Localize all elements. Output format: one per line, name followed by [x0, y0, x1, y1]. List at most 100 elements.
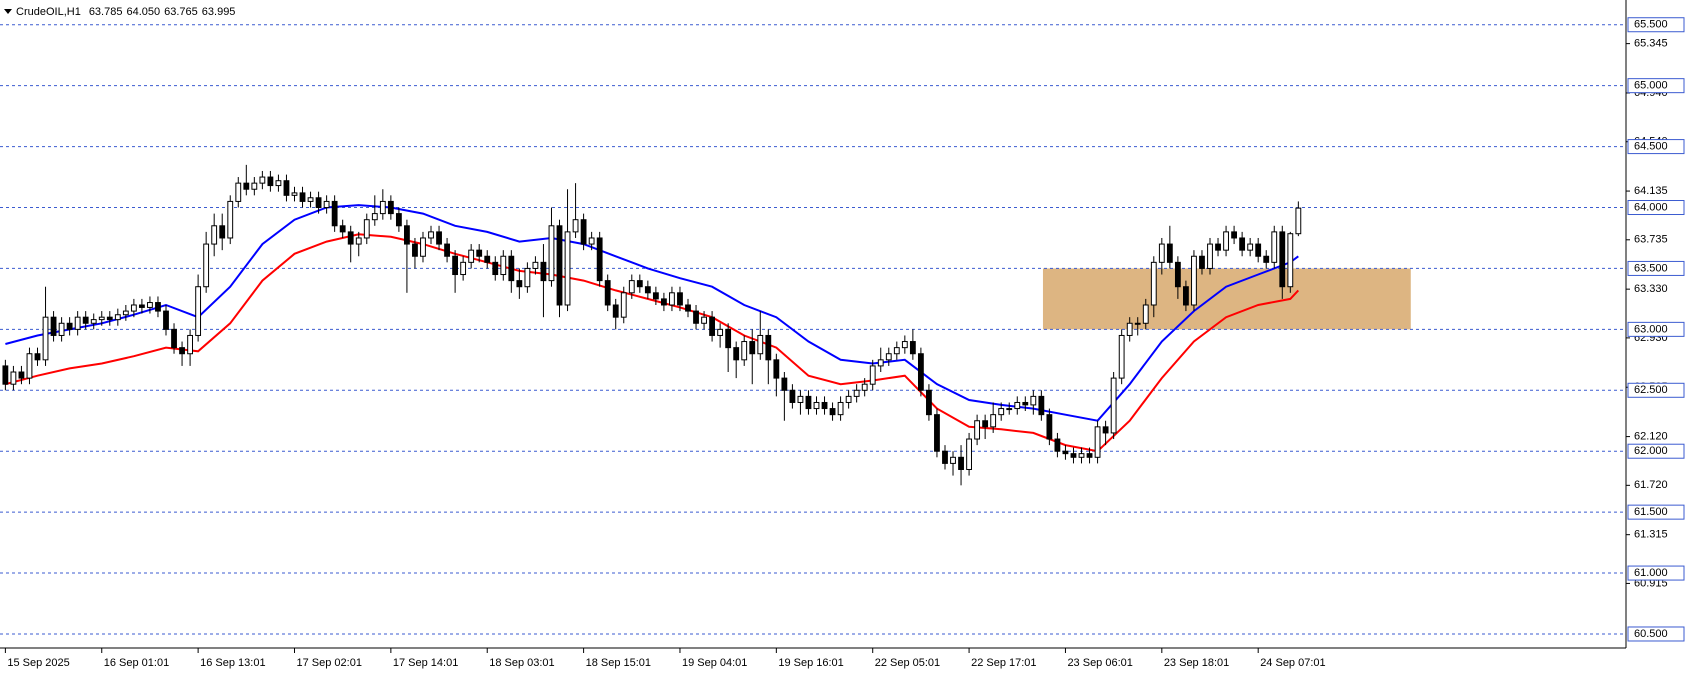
level-label-box	[1627, 321, 1685, 337]
candle-body	[797, 395, 804, 403]
candle-body	[420, 237, 426, 257]
candle-layer	[2, 164, 1302, 486]
candle-body	[106, 316, 113, 321]
candle-body	[1110, 377, 1117, 434]
x-tick-label: 19 Sep 04:01	[682, 657, 747, 669]
level-label: 65.500	[1634, 19, 1668, 31]
candle-body	[259, 176, 266, 184]
candle-body	[725, 328, 732, 349]
x-tick-label: 23 Sep 06:01	[1067, 657, 1132, 669]
level-label-box	[1627, 565, 1685, 581]
moving-average-line	[5, 204, 1299, 422]
candle-body	[130, 304, 137, 312]
candle-body	[1174, 261, 1181, 288]
candle-body	[203, 243, 210, 288]
candle-body	[1166, 243, 1173, 263]
candle-body	[1231, 231, 1238, 239]
candle-body	[636, 280, 643, 288]
candle-body	[909, 341, 916, 355]
candle-body	[10, 371, 17, 385]
candle-body	[412, 243, 418, 257]
candle-body	[942, 450, 948, 464]
candle-body	[604, 280, 611, 306]
candle-body	[821, 401, 828, 410]
candle-body	[677, 292, 683, 306]
y-tick-label: 63.735	[1634, 234, 1668, 246]
candle-body	[404, 225, 410, 245]
candle-body	[428, 231, 434, 239]
candle-body	[219, 225, 226, 239]
candle-body	[805, 395, 812, 410]
candle-body	[701, 316, 707, 324]
candle-body	[532, 261, 539, 269]
level-label-box	[1627, 260, 1685, 276]
candle-body	[74, 316, 81, 330]
x-tick-label: 22 Sep 05:01	[875, 657, 940, 669]
level-label: 64.000	[1634, 201, 1668, 213]
candle-body	[179, 347, 185, 355]
candle-body	[508, 255, 515, 282]
candle-body	[660, 298, 667, 306]
candle-body	[869, 365, 876, 385]
candle-body	[845, 395, 852, 403]
candle-body	[926, 389, 932, 416]
candle-body	[1022, 401, 1029, 406]
candle-body	[1215, 243, 1221, 251]
candle-body	[1062, 450, 1069, 455]
x-tick-label: 15 Sep 2025	[7, 657, 69, 669]
candle-body	[853, 389, 860, 397]
candle-body	[1150, 261, 1157, 306]
candle-body	[556, 225, 563, 306]
candle-body	[227, 200, 234, 239]
candle-body	[339, 225, 346, 233]
quote-value: 63.765	[164, 6, 198, 18]
quote-value: 63.785	[89, 6, 123, 18]
level-label-box	[1627, 504, 1685, 520]
candle-body	[1247, 243, 1254, 251]
candle-body	[90, 319, 97, 324]
candle-body	[757, 334, 764, 355]
candle-body	[1118, 334, 1125, 379]
candle-body	[476, 249, 483, 257]
candle-body	[1183, 286, 1189, 306]
candle-body	[1038, 395, 1045, 416]
candle-body	[1263, 255, 1270, 263]
candle-body	[1006, 408, 1013, 411]
candle-body	[934, 414, 940, 452]
candle-body	[66, 322, 73, 330]
candle-body	[500, 255, 507, 276]
candle-body	[34, 353, 41, 361]
candle-body	[315, 197, 322, 209]
candle-body	[709, 316, 716, 336]
candle-body	[990, 414, 997, 428]
candle-body	[2, 365, 9, 385]
candle-body	[363, 219, 370, 239]
x-tick-label: 16 Sep 13:01	[200, 657, 265, 669]
candle-body	[50, 316, 57, 336]
candle-body	[492, 261, 499, 276]
candle-body	[958, 456, 964, 470]
candle-body	[861, 383, 868, 391]
candle-body	[717, 328, 724, 336]
candle-body	[42, 316, 49, 361]
quote-value: 64.050	[126, 6, 160, 18]
level-label: 61.500	[1634, 506, 1668, 518]
candle-body	[829, 408, 836, 416]
candle-body	[387, 200, 394, 215]
level-label-box	[1627, 200, 1685, 216]
candle-body	[114, 314, 121, 321]
candle-body	[813, 401, 820, 410]
x-tick-label: 22 Sep 17:01	[971, 657, 1036, 669]
candle-body	[749, 341, 756, 355]
candle-body	[572, 219, 579, 233]
candle-body	[1239, 237, 1246, 251]
candle-body	[1134, 322, 1141, 325]
candle-body	[82, 316, 89, 324]
candle-body	[693, 310, 699, 324]
candle-body	[1158, 243, 1165, 263]
candle-body	[307, 197, 314, 202]
